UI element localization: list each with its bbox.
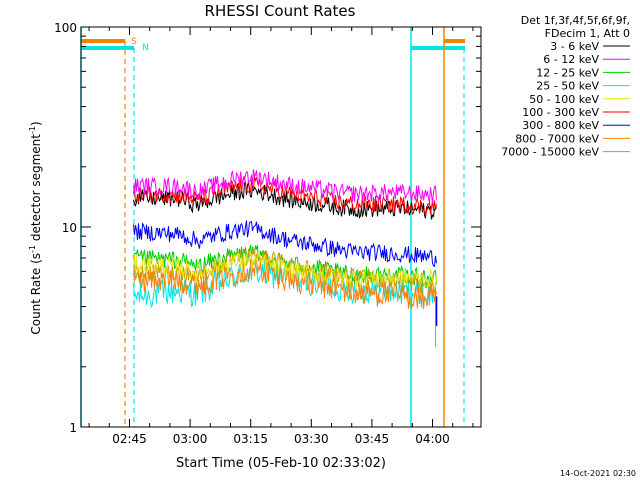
y-axis-label: Count Rate (s-1 detector segment-1) [28,121,43,334]
x-tick-label: 03:45 [355,432,390,446]
marker-s-label: S [131,37,137,47]
legend-label: 100 - 300 keV [522,106,599,119]
x-tick-label: 03:30 [294,432,329,446]
legend-label: 7000 - 15000 keV [501,146,599,159]
legend-header-line-2: FDecim 1, Att 0 [545,27,630,40]
legend-label: 50 - 100 keV [529,93,599,106]
chart-title: RHESSI Count Rates [205,2,356,20]
series-line-7 [133,256,437,309]
x-tick-label: 04:00 [415,432,450,446]
series-line-1 [133,169,437,203]
legend-label: 12 - 25 keV [536,66,599,79]
x-axis-label: Start Time (05-Feb-10 02:33:02) [176,456,386,471]
series-line-4 [133,251,437,289]
x-tick-label: 02:45 [112,432,147,446]
legend-label: 25 - 50 keV [536,80,599,93]
y-tick-label: 10 [62,221,77,235]
series-line-6 [133,220,437,268]
legend-header-line-1: Det 1f,3f,4f,5f,6f,9f, [521,14,630,27]
timestamp: 14-Oct-2021 02:30 [560,469,636,478]
legend-label: 6 - 12 keV [543,53,599,66]
legend-label: 300 - 800 keV [522,119,599,132]
y-tick-label: 100 [54,21,77,35]
legend-label: 800 - 7000 keV [515,132,599,145]
series-line-0 [133,181,437,220]
x-tick-label: 03:00 [173,432,208,446]
y-tick-label: 1 [69,421,77,435]
plot-frame [80,26,482,428]
legend-label: 3 - 6 keV [550,40,599,53]
x-tick-label: 03:15 [233,432,268,446]
marker-n-label: N [142,43,149,53]
